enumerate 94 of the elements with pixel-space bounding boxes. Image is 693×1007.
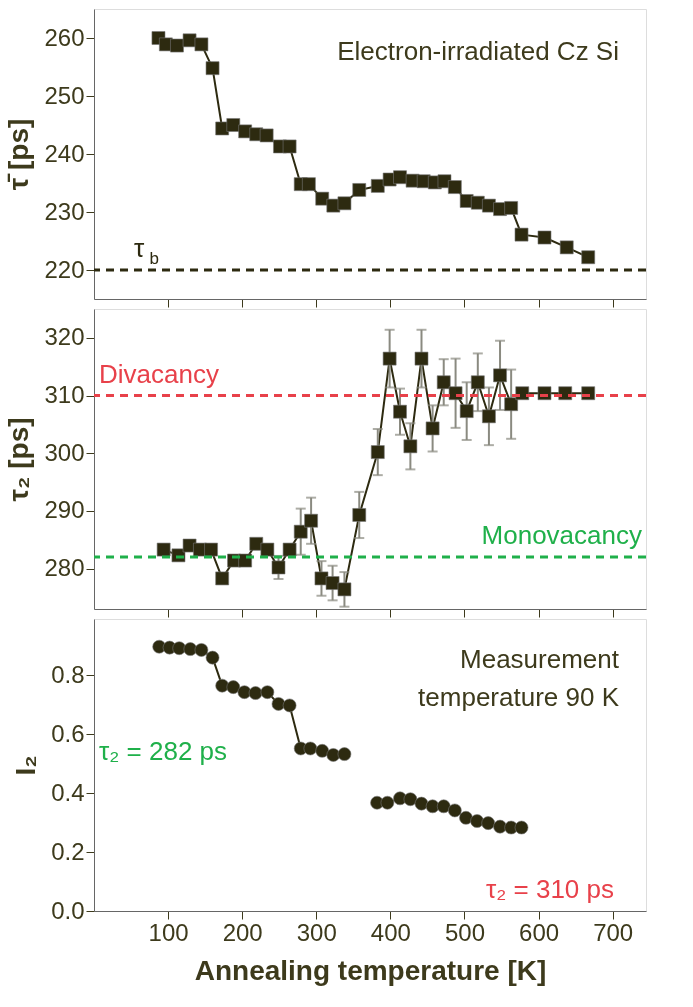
point [393,404,407,419]
x-axis-title: Annealing temperature [K] [194,954,547,986]
point [514,820,529,835]
point [183,642,198,656]
point [248,686,263,700]
y-tick-label: 0.0 [51,896,85,924]
y-tick-label: 0.4 [51,778,85,806]
point [403,792,418,807]
y-tick-label: 250 [44,81,85,109]
point [459,404,474,418]
y-tick-label: 0.6 [51,719,85,747]
point [260,685,275,699]
y-tick-label: 260 [44,23,85,51]
point [282,542,297,557]
point [315,744,330,758]
y-axis-title: I₂ [10,755,42,776]
point [537,230,552,245]
y-tick-label: 320 [44,323,85,351]
point [204,542,218,557]
point [482,409,496,424]
y-tick-label: 310 [44,381,85,409]
x-tick-label: 500 [444,918,485,946]
point [226,680,241,694]
point [382,351,397,366]
point [237,685,252,699]
y-tick-label: 0.2 [51,837,85,865]
point [448,180,462,194]
point [370,445,385,459]
point [293,524,308,539]
point [380,795,395,810]
point [414,796,429,811]
y-tick-label: 280 [44,554,85,582]
point [504,397,518,412]
point [370,179,385,193]
annotation: τ₂ = 282 ps [99,736,228,766]
y-tick-label: 230 [44,197,85,225]
point [337,582,352,597]
point [205,650,220,665]
point [414,351,429,366]
point [559,240,574,255]
point [194,643,209,657]
point [352,508,367,522]
point [436,799,451,814]
y-tick-label: 0.8 [51,660,85,688]
point [352,183,367,197]
point [425,421,440,436]
point [459,810,473,825]
point [271,560,286,575]
point [448,803,462,818]
point [215,571,229,586]
point [326,748,341,762]
point [436,375,451,390]
point [156,542,171,557]
point [493,368,507,383]
point [393,170,407,185]
point [282,139,297,154]
point [425,799,440,814]
point [282,698,297,713]
point [337,196,352,211]
x-tick-label: 100 [148,918,189,946]
annotation: Electron-irradiated Cz Si [337,36,619,66]
y-tick-label: 300 [44,438,85,466]
y-tick-label: 290 [44,496,85,524]
point [481,816,495,830]
point [304,513,318,528]
point [325,576,340,590]
point [581,250,596,265]
point [403,439,418,454]
point [205,61,220,75]
y-tick-label: 240 [44,139,85,167]
annotation: τ₂ = 310 ps [485,874,614,904]
point [260,542,275,557]
point [259,128,274,143]
point [194,37,209,52]
ref-line-label: Divacancy [99,358,219,389]
point [303,741,318,756]
point [514,227,529,242]
point [170,38,184,53]
point [470,375,485,390]
point [504,201,518,215]
x-tick-label: 400 [370,918,411,946]
point [226,118,241,132]
x-tick-label: 600 [519,918,560,946]
y-axis-title: τ₂ [ps] [3,417,35,502]
x-tick-label: 700 [593,918,634,946]
ref-line-label: Monovacancy [481,520,642,551]
point [271,697,286,711]
x-tick-label: 200 [222,918,263,946]
annotation: Measurement temperature 90 K [418,644,620,712]
point [337,747,352,761]
y-axis-title: τ̄ [ps] [3,118,35,191]
x-tick-label: 300 [296,918,337,946]
point [302,177,316,191]
y-tick-label: 220 [44,255,85,283]
